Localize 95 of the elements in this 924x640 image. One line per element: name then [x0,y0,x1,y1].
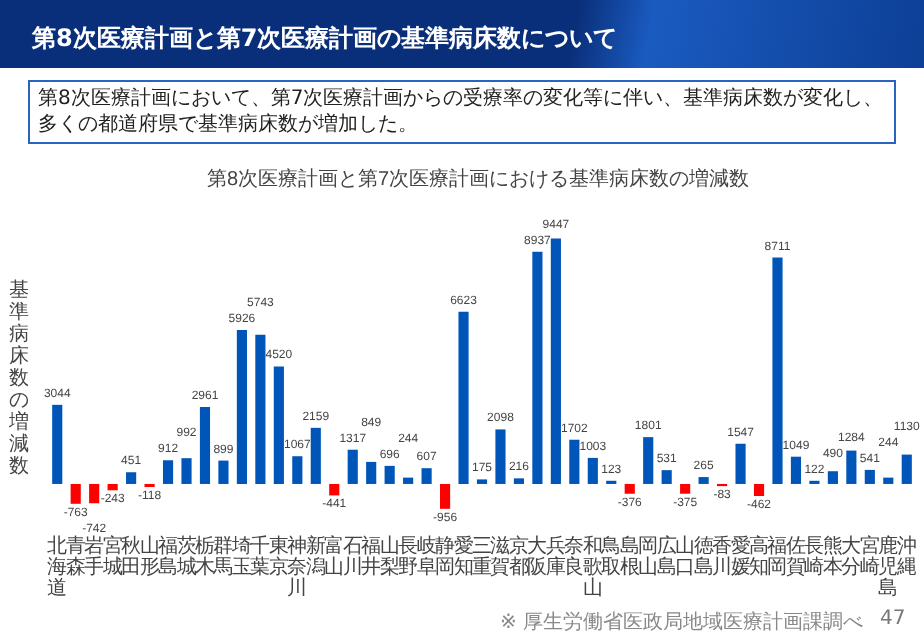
bar [218,460,229,484]
chart-subtitle: 第8次医療計画において、第7次医療計画からの受療率の変化等に伴い、基準病床数が変化し、多くの都道府県で基準病床数が増加した。 [28,80,896,144]
x-tick-label: 香川 [712,533,733,579]
bar [126,472,137,484]
x-tick-label: 千葉 [250,533,271,579]
x-tick-label: 福岡 [767,533,788,579]
x-tick-label: 埼玉 [229,533,252,579]
bar [624,483,635,494]
chart-title: 第8次医療計画と第7次医療計画の基準病床数について [0,0,924,68]
bar [273,366,284,484]
x-tick-label: 京都 [508,533,529,579]
text: 第8次医療計画と第7次医療計画における基準病床数の増減数 [206,167,750,191]
bar [366,461,377,484]
bar [439,483,451,509]
text: 基準病床数の増減数 [9,280,29,478]
bar [846,450,857,484]
x-tick-label: 愛知 [453,533,474,579]
bar [587,457,598,484]
bar [199,406,211,484]
bar [513,478,525,484]
x-tick-label: 兵庫 [545,533,566,579]
x-tick-label: 福島 [158,533,179,579]
bar [236,329,247,484]
text: ※ 厚生労働省医政局地域医療計画課調べ [500,609,864,636]
x-tick-label: 沖縄 [894,533,917,579]
bar [292,456,303,484]
bar [532,251,543,484]
x-tick-label: 愛媛 [730,533,751,579]
x-tick-label: 山口 [675,533,696,579]
bar [181,458,192,484]
x-tick-label: 佐賀 [785,535,806,579]
bar [827,471,838,484]
x-tick-label: 新潟 [305,533,326,579]
x-tick-label: 島根 [619,533,640,579]
x-tick-label: 熊本 [822,533,843,579]
bar [643,437,654,484]
bar [70,483,81,504]
x-tick-label: 鳥取 [599,533,622,579]
x-tick-label: 大阪 [527,533,548,579]
bar [772,257,783,484]
x-tick-label: 徳島 [693,535,714,579]
text: 47 [880,608,906,630]
x-tick-label: 宮崎 [859,533,880,579]
x-tick-label: 奈良 [564,535,585,579]
bar [329,483,340,496]
x-tick-label: 秋田 [121,533,142,579]
x-tick-label: 鹿児島 [878,533,899,600]
x-tick-label: 青森 [65,533,86,579]
bar [698,477,709,484]
x-tick-label: 大分 [841,533,862,579]
x-tick-label: 岩手 [84,533,105,579]
x-tick-label: 山梨 [379,533,400,579]
bar [661,470,672,484]
x-tick-label: 福井 [361,533,382,579]
bar [107,483,118,491]
bar [901,454,912,484]
x-tick-label: 長崎 [804,535,825,579]
x-tick-label: 群馬 [211,533,234,579]
bar [89,483,100,504]
x-tick-label: 石川 [342,535,363,579]
bar [550,238,561,484]
bar [680,483,691,494]
bar [421,468,432,484]
x-tick-label: 山形 [139,533,160,579]
x-tick-label: 北海道 [47,533,68,600]
x-tick-label: 富山 [324,533,345,579]
bar [753,483,765,496]
x-tick-label: 高知 [749,533,770,579]
bar [495,429,506,484]
bar [52,404,63,484]
x-tick-label: 和歌山 [582,533,603,600]
x-tick-label: 岐阜 [416,533,437,579]
bar [883,477,894,484]
x-tick-label: 岡山 [638,535,659,579]
bar [255,334,266,484]
x-tick-label: 静岡 [435,533,456,579]
bar [864,469,875,484]
bar [384,465,395,484]
bar [735,443,746,484]
bar [162,460,174,484]
bar [310,427,321,484]
bar [790,456,802,484]
x-tick-label: 東京 [268,533,289,579]
x-tick-label: 栃木 [194,533,215,579]
x-tick-label: 三重 [472,535,492,579]
x-tick-label: 広島 [656,533,677,579]
x-tick-label: 宮城 [100,533,123,579]
bar [569,439,580,484]
bar [458,311,469,484]
bar [403,477,414,484]
x-tick-label: 長野 [398,535,419,579]
bar [347,449,358,484]
x-tick-label: 神奈川 [287,533,308,600]
x-tick-label: 茨城 [174,533,197,579]
x-tick-label: 滋賀 [490,533,511,579]
